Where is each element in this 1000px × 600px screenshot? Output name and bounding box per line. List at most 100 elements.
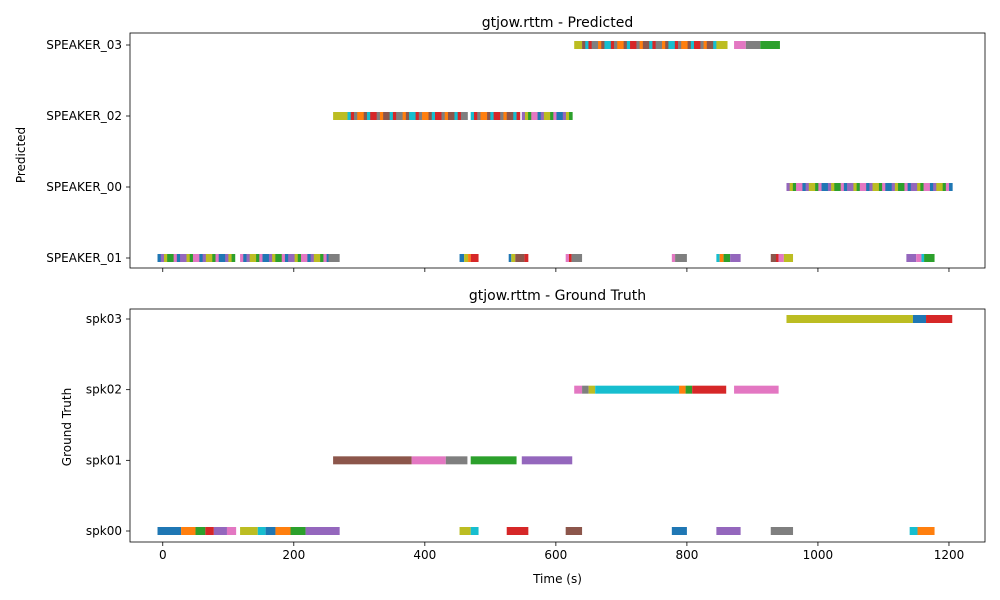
- segment-mark: [872, 183, 877, 191]
- predicted-panel: gtjow.rttm - Predicted Predicted SPEAKER…: [14, 15, 986, 272]
- segment-mark: [671, 527, 687, 535]
- segment-mark: [425, 112, 429, 120]
- segment-mark: [678, 41, 682, 49]
- x-tick-label: 1000: [803, 548, 834, 562]
- segment-mark: [445, 456, 468, 465]
- segment-mark: [700, 41, 704, 49]
- segment-mark: [668, 41, 673, 49]
- segment-mark: [300, 254, 305, 262]
- segment-mark: [386, 112, 391, 120]
- segment-mark: [510, 112, 514, 120]
- segment-mark: [366, 112, 371, 120]
- ground-truth-ylabel: Ground Truth: [60, 388, 74, 466]
- segment-mark: [521, 456, 573, 465]
- segment-mark: [281, 254, 286, 262]
- segment-mark: [730, 254, 741, 262]
- segment-mark: [716, 254, 720, 262]
- segment-mark: [257, 527, 266, 535]
- segment-mark: [360, 112, 365, 120]
- segment-mark: [568, 254, 572, 262]
- segment-mark: [412, 112, 416, 120]
- predicted-title: gtjow.rttm - Predicted: [482, 15, 634, 31]
- segment-mark: [487, 112, 491, 120]
- segment-mark: [218, 254, 223, 262]
- segment-mark: [926, 315, 953, 323]
- segment-mark: [898, 183, 902, 191]
- segment-mark: [284, 254, 289, 262]
- segment-mark: [431, 112, 436, 120]
- segment-mark: [202, 254, 207, 262]
- segment-mark: [326, 254, 331, 262]
- segment-mark: [537, 112, 542, 120]
- segment-mark: [516, 112, 521, 120]
- segment-mark: [500, 112, 504, 120]
- segment-mark: [290, 527, 306, 535]
- segment-mark: [313, 254, 318, 262]
- segment-mark: [459, 254, 465, 262]
- segment-mark: [399, 112, 403, 120]
- segment-mark: [601, 41, 605, 49]
- segment-mark: [585, 41, 589, 49]
- segment-mark: [574, 385, 583, 394]
- segment-mark: [620, 41, 625, 49]
- segment-mark: [719, 254, 724, 262]
- segment-mark: [920, 183, 924, 191]
- segment-mark: [221, 254, 226, 262]
- segment-mark: [272, 254, 276, 262]
- segment-mark: [396, 112, 400, 120]
- segment-mark: [917, 183, 921, 191]
- segment-mark: [703, 41, 708, 49]
- segment-mark: [209, 254, 213, 262]
- segment-mark: [186, 254, 191, 262]
- segment-mark: [157, 527, 182, 535]
- segment-mark: [213, 527, 227, 535]
- segment-mark: [778, 254, 784, 262]
- segment-mark: [655, 41, 660, 49]
- segment-mark: [470, 112, 475, 120]
- segment-mark: [859, 183, 864, 191]
- segment-mark: [929, 183, 934, 191]
- segment-mark: [333, 456, 412, 465]
- segment-mark: [310, 254, 315, 262]
- segment-mark: [891, 183, 896, 191]
- segment-mark: [205, 254, 210, 262]
- segment-mark: [240, 254, 244, 262]
- y-tick-label: SPEAKER_00: [46, 180, 122, 194]
- segment-mark: [565, 112, 570, 120]
- segment-mark: [674, 41, 679, 49]
- segment-mark: [307, 254, 311, 262]
- segment-mark: [607, 41, 612, 49]
- segment-mark: [917, 527, 935, 535]
- segment-mark: [205, 527, 214, 535]
- segment-mark: [176, 254, 181, 262]
- x-tick-label: 400: [413, 548, 436, 562]
- segment-mark: [646, 41, 650, 49]
- segment-mark: [862, 183, 867, 191]
- segment-mark: [805, 183, 810, 191]
- segment-mark: [783, 254, 794, 262]
- segment-mark: [459, 527, 471, 535]
- segment-mark: [435, 112, 439, 120]
- segment-mark: [933, 183, 937, 191]
- segment-mark: [278, 254, 283, 262]
- segment-mark: [547, 112, 551, 120]
- segment-mark: [799, 183, 803, 191]
- segment-mark: [745, 41, 761, 49]
- segment-mark: [228, 254, 233, 262]
- segment-mark: [811, 183, 816, 191]
- segment-mark: [571, 254, 583, 262]
- segment-mark: [199, 254, 204, 262]
- segment-mark: [888, 183, 893, 191]
- segment-mark: [630, 41, 634, 49]
- segment-mark: [734, 385, 779, 394]
- segment-mark: [588, 385, 596, 394]
- segment-mark: [639, 41, 644, 49]
- segment-mark: [354, 112, 358, 120]
- segment-mark: [317, 254, 321, 262]
- segment-mark: [904, 183, 909, 191]
- x-axis-label: Time (s): [532, 572, 582, 586]
- segment-mark: [617, 41, 621, 49]
- segment-mark: [776, 254, 779, 262]
- predicted-ylabel: Predicted: [14, 127, 28, 183]
- segment-mark: [294, 254, 299, 262]
